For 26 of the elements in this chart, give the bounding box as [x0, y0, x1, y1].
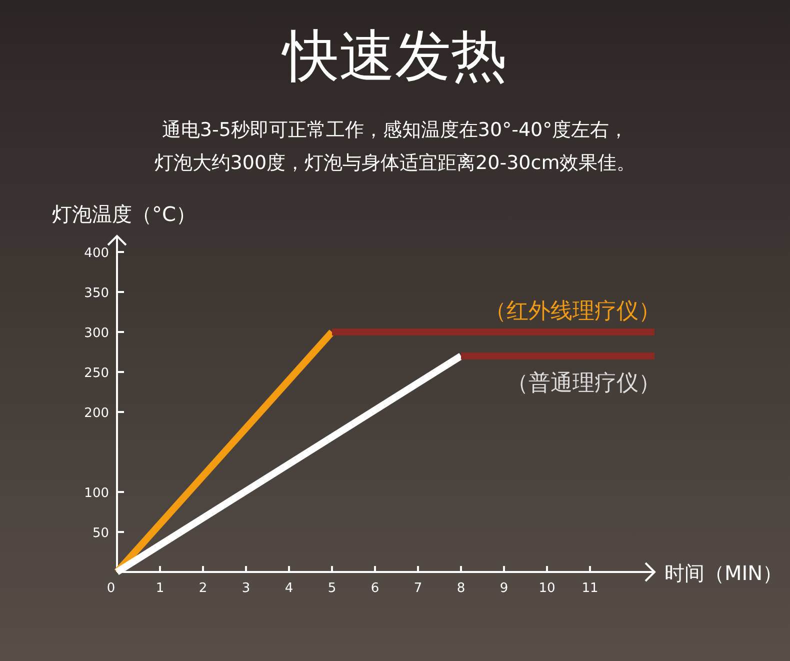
ytick: 100 — [84, 486, 109, 501]
ytick: 400 — [84, 246, 109, 261]
xtick: 10 — [538, 581, 556, 596]
series-name: （红外线理疗仪） — [484, 299, 660, 324]
xtick: 4 — [284, 581, 294, 596]
xtick: 2 — [198, 581, 208, 596]
series-name: （普通理疗仪） — [506, 371, 660, 396]
ytick: 50 — [92, 526, 109, 541]
ytick: 300 — [84, 326, 109, 341]
xtick: 5 — [328, 581, 336, 596]
ytick: 200 — [84, 406, 109, 421]
ytick: 250 — [84, 366, 109, 381]
xlabel: 时间（MIN） — [664, 561, 783, 585]
xtick: 6 — [370, 581, 380, 596]
ylabel: 灯泡温度（°C） — [52, 202, 196, 226]
xtick: 7 — [414, 581, 422, 596]
xtick: 11 — [582, 581, 598, 596]
annotation: 灯泡大约300度，灯泡与身体适宜距离20-30cm效果佳。 — [154, 152, 636, 174]
xtick: 1 — [156, 581, 164, 596]
ytick: 350 — [84, 286, 109, 301]
title: 快速发热 — [283, 24, 507, 89]
xtick: 8 — [456, 581, 466, 596]
xtick: 9 — [500, 581, 508, 596]
subtitle: 通电3-5秒即可正常工作，感知温度在30°-40°度左右， — [162, 119, 628, 141]
xtick: 0 — [106, 581, 116, 596]
xtick: 3 — [242, 581, 250, 596]
